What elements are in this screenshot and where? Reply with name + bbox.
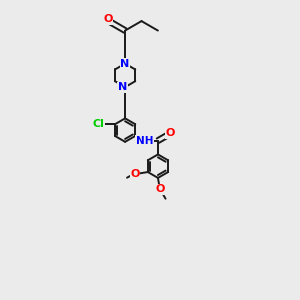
Text: Cl: Cl (93, 119, 105, 129)
Text: N: N (121, 58, 130, 69)
Text: NH: NH (136, 136, 154, 146)
Text: O: O (155, 184, 164, 194)
Text: N: N (118, 82, 127, 92)
Text: O: O (130, 169, 140, 179)
Text: O: O (166, 128, 175, 138)
Text: O: O (103, 14, 113, 24)
